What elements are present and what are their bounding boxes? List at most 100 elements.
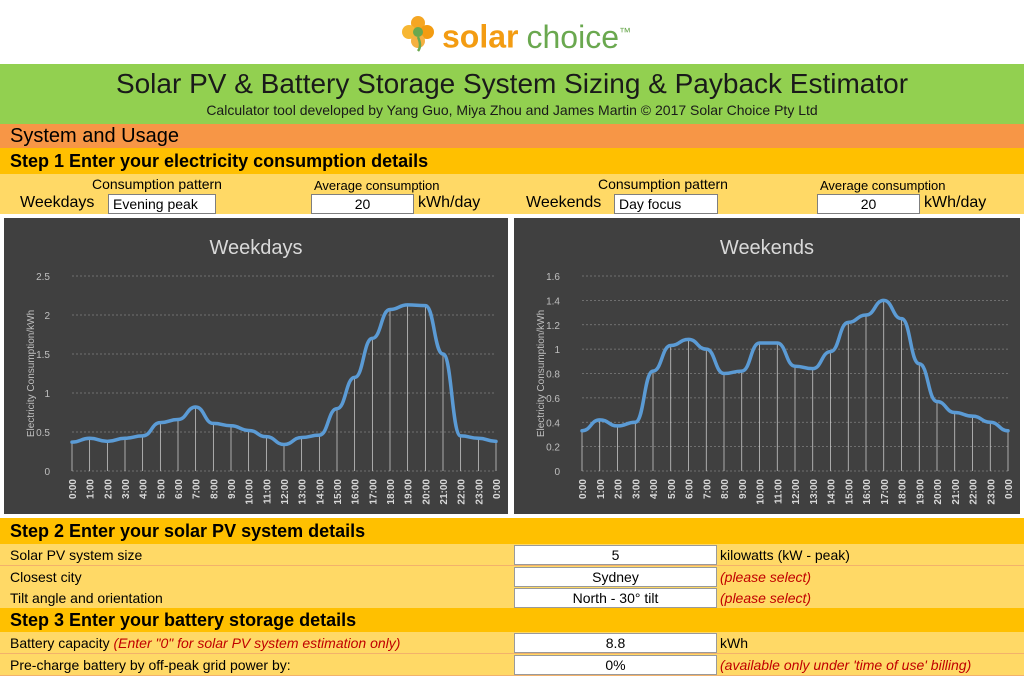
weekdays-chart: Weekdays Electricity Consumption/kWh 0 0.5 1… (26, 237, 503, 505)
y-axis-label: Electricity Consumption/kWh (536, 310, 547, 437)
pv-size-input[interactable]: 5 (514, 545, 717, 565)
step2-title: Step 2 Enter your solar PV system detail… (10, 521, 366, 541)
data-point (687, 338, 690, 341)
data-point (406, 304, 409, 306)
x-tick-label: 16:00 (351, 479, 362, 505)
data-point (124, 437, 126, 440)
x-tick-label: 13:00 (809, 479, 820, 505)
data-point (776, 342, 779, 344)
y-tick-label: 1 (554, 345, 560, 356)
battery-capacity-input[interactable]: 8.8 (514, 633, 717, 653)
battery-capacity-hint: (Enter "0" for solar PV system estimatio… (113, 635, 401, 651)
data-point (283, 443, 285, 446)
data-point (598, 419, 601, 421)
data-point (159, 421, 162, 424)
data-point (989, 421, 992, 424)
weekends-avg-input[interactable]: 20 (817, 194, 920, 214)
tilt-select[interactable]: North - 30° tilt (514, 588, 717, 608)
section-title: System and Usage (10, 125, 179, 147)
data-point (442, 353, 444, 355)
weekends-label: Weekends (526, 194, 602, 211)
consumption-inputs: Consumption pattern Average consumption … (0, 174, 1024, 214)
data-point (459, 435, 462, 437)
data-point (212, 422, 215, 425)
pv-size-row: Solar PV system size 5 kilowatts (kW - p… (0, 544, 1024, 566)
x-tick-label: 10:00 (756, 479, 767, 505)
x-tick-label: 17:00 (880, 479, 891, 505)
y-tick-label: 0.4 (546, 418, 560, 429)
y-tick-label: 1 (44, 389, 50, 400)
weekends-chart-panel: Weekends Electricity Consumption/kWh 0 0.2 0… (514, 218, 1020, 514)
closest-city-row: Closest city Sydney (please select) (0, 566, 1024, 588)
data-point (177, 418, 179, 421)
weekends-avg-header: Average consumption (820, 178, 946, 193)
data-point (194, 406, 197, 408)
data-point (495, 440, 497, 443)
data-point (847, 321, 850, 324)
closest-city-select[interactable]: Sydney (514, 567, 717, 587)
data-point (740, 370, 743, 372)
x-tick-label: 18:00 (386, 479, 397, 505)
x-tick-label: 9:00 (738, 479, 749, 499)
data-point (230, 424, 232, 427)
charts-area: Weekdays Electricity Consumption/kWh 0 0.5 1… (0, 214, 1024, 518)
section-header: System and Usage (0, 124, 1024, 148)
step3-header: Step 3 Enter your battery storage detail… (0, 608, 1024, 632)
battery-capacity-unit: kWh (720, 635, 748, 651)
x-tick-label: 1:00 (596, 479, 607, 499)
data-point (723, 372, 725, 375)
weekdays-pattern-select[interactable]: Evening peak (108, 194, 216, 214)
series-line (70, 303, 498, 447)
data-point (265, 435, 268, 438)
title-bar: Solar PV & Battery Storage System Sizing… (0, 64, 1024, 124)
step2-header: Step 2 Enter your solar PV system detail… (0, 518, 1024, 544)
data-point (1007, 429, 1009, 432)
data-point (758, 342, 761, 344)
x-tick-label: 0:00 (578, 479, 589, 499)
precharge-input[interactable]: 0% (514, 655, 717, 675)
precharge-label: Pre-charge battery by off-peak grid powe… (10, 657, 291, 673)
data-point (634, 421, 637, 424)
y-tick-label: 0.5 (36, 428, 50, 439)
y-tick-label: 1.5 (36, 350, 50, 361)
y-tick-label: 1.6 (546, 272, 560, 283)
data-point (794, 365, 796, 367)
pv-size-label: Solar PV system size (10, 547, 143, 563)
weekdays-unit: kWh/day (418, 194, 481, 211)
data-point (882, 299, 885, 302)
data-point (971, 415, 974, 417)
weekends-pattern-header: Consumption pattern (598, 176, 728, 192)
step1-title: Step 1 Enter your electricity consumptio… (10, 151, 429, 171)
x-tick-label: 14:00 (315, 479, 326, 505)
x-tick-label: 15:00 (333, 479, 344, 505)
x-tick-label: 0:00 (1004, 479, 1015, 499)
weekdays-avg-input[interactable]: 20 (311, 194, 414, 214)
y-tick-label: 1.4 (546, 296, 560, 307)
data-point (424, 304, 427, 307)
x-tick-label: 15:00 (844, 479, 855, 505)
y-tick-label: 1.2 (546, 321, 560, 332)
data-point (652, 370, 654, 372)
x-tick-label: 14:00 (827, 479, 838, 505)
x-tick-label: 21:00 (951, 479, 962, 505)
data-point (141, 435, 144, 437)
data-point (300, 436, 303, 439)
x-tick-label: 21:00 (439, 479, 450, 505)
battery-capacity-label: Battery capacity (10, 635, 110, 651)
data-point (953, 411, 956, 414)
weekends-pattern-select[interactable]: Day focus (614, 194, 718, 214)
x-tick-label: 2:00 (103, 479, 114, 499)
data-point (811, 367, 814, 370)
x-tick-label: 11:00 (262, 479, 273, 504)
x-tick-label: 1:00 (86, 479, 97, 499)
x-tick-label: 23:00 (986, 479, 997, 505)
x-tick-label: 5:00 (667, 479, 678, 499)
pv-size-unit: kilowatts (kW - peak) (720, 547, 850, 563)
y-tick-label: 0.8 (546, 370, 560, 381)
data-point (865, 314, 867, 316)
page-subtitle: Calculator tool developed by Yang Guo, M… (206, 102, 818, 118)
chart-title: Weekdays (209, 237, 302, 259)
x-tick-label: 4:00 (139, 479, 150, 499)
data-point (616, 425, 619, 427)
data-point (371, 337, 374, 340)
